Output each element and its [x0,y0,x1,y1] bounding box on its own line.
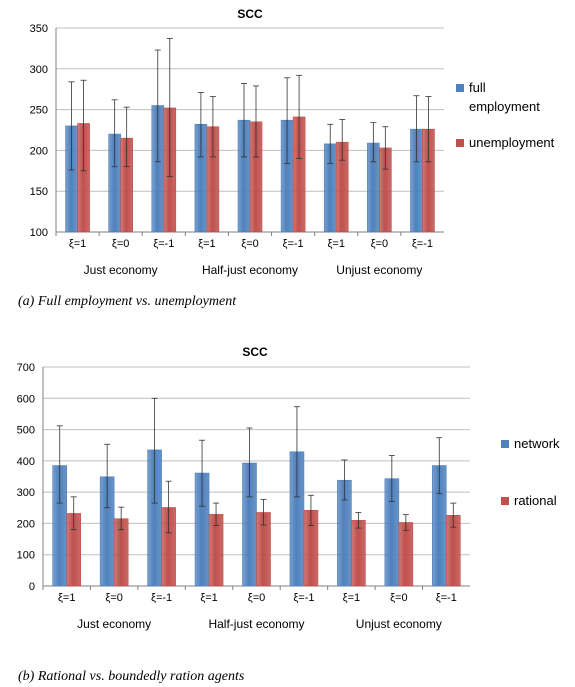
x-tick-label: ξ=-1 [153,238,174,250]
x-tick-label: ξ=0 [241,238,258,250]
group-label: Half-just economy [208,617,304,631]
y-tick-label: 200 [17,518,35,530]
x-tick-label: ξ=1 [69,238,86,250]
y-tick-label: 100 [17,550,35,562]
x-tick-label: ξ=0 [390,592,407,604]
y-tick-label: 400 [17,456,35,468]
caption-b: (b) Rational vs. boundedly ration agents [18,669,245,684]
x-tick-label: ξ=1 [343,592,360,604]
x-tick-label: ξ=-1 [293,592,314,604]
legend-label: unemployment [469,135,555,150]
y-tick-label: 700 [17,362,35,374]
legend-label: rational [514,493,557,508]
legend-swatch [501,440,509,448]
chart-title: SCC [242,345,268,359]
x-tick-label: ξ=-1 [283,238,304,250]
x-tick-label: ξ=1 [58,592,75,604]
x-tick-label: ξ=-1 [412,238,433,250]
y-tick-label: 600 [17,393,35,405]
x-tick-label: ξ=1 [198,238,215,250]
chart-a: SCC 100 150 200 250 300 350 ξ=1 ξ=0 ξ=-1 ξ=1 ξ=0 ξ=-… [30,7,555,277]
y-tick-label: 100 [30,227,48,239]
y-tick-label: 300 [30,64,48,76]
legend-label: employment [469,99,540,114]
y-tick-label: 250 [30,105,48,117]
chart-title: SCC [237,7,263,21]
x-tick-label: ξ=-1 [151,592,172,604]
x-tick-label: ξ=0 [371,238,388,250]
x-tick-label: ξ=1 [327,238,344,250]
caption-a: (a) Full employment vs. unemployment [18,294,237,309]
group-label: Just economy [77,617,151,631]
bar-series2 [398,522,414,587]
y-tick-label: 300 [17,487,35,499]
y-tick-label: 150 [30,186,48,198]
legend-label: network [514,436,560,451]
group-label: Just economy [84,263,158,277]
y-tick-label: 350 [30,23,48,35]
group-label: Unjust economy [336,263,422,277]
legend-swatch [456,139,464,147]
x-tick-label: ξ=0 [112,238,129,250]
group-label: Half-just economy [202,263,298,277]
legend-swatch [501,497,509,505]
chart-b: SCC 0 100 200 300 400 500 600 700 ξ=1 ξ=0 ξ=-1 ξ=1 ξ=… [17,345,560,631]
x-tick-label: ξ=0 [105,592,122,604]
legend-swatch [456,84,464,92]
y-tick-label: 0 [29,581,35,593]
bar-series2 [351,520,366,587]
x-tick-label: ξ=1 [200,592,217,604]
y-tick-label: 500 [17,425,35,437]
x-tick-label: ξ=-1 [436,592,457,604]
group-label: Unjust economy [356,617,442,631]
y-tick-label: 200 [30,145,48,157]
legend-label: full [469,80,486,95]
x-tick-label: ξ=0 [248,592,265,604]
